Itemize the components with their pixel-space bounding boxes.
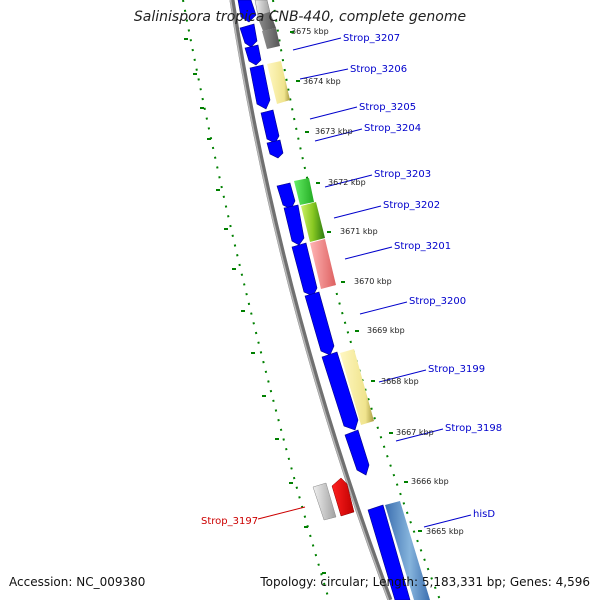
- major-tick: [296, 80, 300, 82]
- cds-arrow[interactable]: [321, 351, 359, 431]
- gene-label-strop-3201[interactable]: Strop_3201: [394, 241, 451, 252]
- leader-line: [314, 128, 363, 142]
- cds-arrow[interactable]: [237, 0, 257, 23]
- major-tick: [389, 432, 393, 434]
- gene-label-strop-3205[interactable]: Strop_3205: [359, 102, 416, 113]
- kbp-label: 3673 kbp: [315, 127, 353, 136]
- major-tick: [341, 281, 345, 283]
- major-tick: [251, 352, 255, 354]
- kbp-label: 3675 kbp: [291, 27, 329, 36]
- cds-arrow[interactable]: [249, 64, 271, 110]
- leader-line: [423, 514, 472, 528]
- kbp-label: 3668 kbp: [381, 377, 419, 386]
- cds-arrow[interactable]: [291, 242, 318, 297]
- gene-label-strop-3202[interactable]: Strop_3202: [383, 200, 440, 211]
- gene-labels: Strop_3207 Strop_3206 Strop_3205 Strop_3…: [201, 33, 502, 527]
- kbp-label: 3672 kbp: [328, 178, 366, 187]
- leader-line: [359, 301, 408, 315]
- leader-line: [344, 246, 393, 260]
- feature-green[interactable]: [294, 178, 314, 205]
- inner-tick-track: [182, 0, 330, 600]
- accession-text: Accession: NC_009380: [9, 575, 146, 589]
- major-tick: [193, 73, 197, 75]
- gene-label-hisd[interactable]: hisD: [473, 509, 495, 520]
- kbp-label: 3665 kbp: [426, 527, 464, 536]
- leader-line-red: [257, 506, 306, 520]
- gene-label-strop-3206[interactable]: Strop_3206: [350, 64, 407, 75]
- cds-arrow[interactable]: [266, 139, 284, 159]
- feature-grey[interactable]: [312, 482, 337, 521]
- major-tick: [289, 482, 293, 484]
- major-tick: [404, 481, 408, 483]
- major-tick: [418, 530, 422, 532]
- leader-line: [292, 37, 342, 51]
- major-tick: [262, 395, 266, 397]
- major-tick: [290, 31, 294, 33]
- leader-line: [333, 205, 382, 219]
- kbp-label: 3674 kbp: [303, 77, 341, 86]
- outer-tick-track: [272, 0, 441, 600]
- major-tick: [322, 572, 326, 574]
- major-tick: [355, 330, 359, 332]
- feature-red[interactable]: [331, 477, 355, 517]
- feature-yellow[interactable]: [340, 349, 374, 425]
- major-tick: [316, 182, 320, 184]
- gene-label-strop-3207[interactable]: Strop_3207: [343, 33, 400, 44]
- leader-line: [395, 428, 444, 442]
- cds-arrow[interactable]: [304, 291, 335, 356]
- major-tick: [200, 107, 204, 109]
- cds-arrow[interactable]: [367, 504, 411, 600]
- feature-lime[interactable]: [301, 202, 325, 242]
- kbp-label: 3669 kbp: [367, 326, 405, 335]
- gene-label-strop-3197[interactable]: Strop_3197: [201, 516, 258, 527]
- genome-summary-text: Topology: circular; Length: 5,183,331 bp…: [260, 575, 590, 589]
- genome-backbone: [229, 0, 393, 600]
- leader-line: [299, 68, 349, 80]
- cds-arrow[interactable]: [260, 109, 280, 144]
- cds-arrow[interactable]: [276, 182, 296, 210]
- gene-label-strop-3204[interactable]: Strop_3204: [364, 123, 421, 134]
- major-tick: [184, 38, 188, 40]
- leader-line: [309, 106, 358, 120]
- leader-line: [324, 174, 373, 188]
- feature-darkgrey[interactable]: [257, 12, 276, 31]
- major-tick: [224, 228, 228, 230]
- cds-arrow[interactable]: [344, 429, 370, 476]
- major-tick: [371, 380, 375, 382]
- major-tick: [216, 189, 220, 191]
- map-title: Salinispora tropica CNB-440, complete ge…: [133, 9, 467, 25]
- feature-steelblue[interactable]: [385, 501, 430, 600]
- cds-arrow[interactable]: [283, 204, 305, 246]
- major-tick: [275, 438, 279, 440]
- feature-pink[interactable]: [310, 239, 336, 289]
- gene-label-strop-3198[interactable]: Strop_3198: [445, 423, 502, 434]
- feature-darkgrey[interactable]: [262, 28, 280, 49]
- major-tick: [241, 310, 245, 312]
- leader-line: [378, 369, 427, 383]
- feature-yellow[interactable]: [267, 61, 290, 104]
- kbp-labels: 3675 kbp 3674 kbp 3673 kbp 3672 kbp 3671…: [291, 27, 464, 536]
- label-leader-lines: [292, 37, 472, 528]
- major-tick: [207, 138, 211, 140]
- major-tick: [327, 231, 331, 233]
- cds-arrow[interactable]: [244, 44, 262, 66]
- major-tick: [304, 526, 308, 528]
- major-ticks: [184, 31, 422, 574]
- kbp-label: 3666 kbp: [411, 477, 449, 486]
- gene-label-strop-3203[interactable]: Strop_3203: [374, 169, 431, 180]
- gene-label-strop-3199[interactable]: Strop_3199: [428, 364, 485, 375]
- gene-label-strop-3200[interactable]: Strop_3200: [409, 296, 466, 307]
- cds-arrow[interactable]: [239, 23, 258, 48]
- major-tick: [305, 131, 309, 133]
- kbp-label: 3671 kbp: [340, 227, 378, 236]
- kbp-label: 3670 kbp: [354, 277, 392, 286]
- kbp-label: 3667 kbp: [396, 428, 434, 437]
- genome-backbone-highlight: [229, 0, 390, 600]
- cds-features: [237, 0, 411, 600]
- major-tick: [232, 268, 236, 270]
